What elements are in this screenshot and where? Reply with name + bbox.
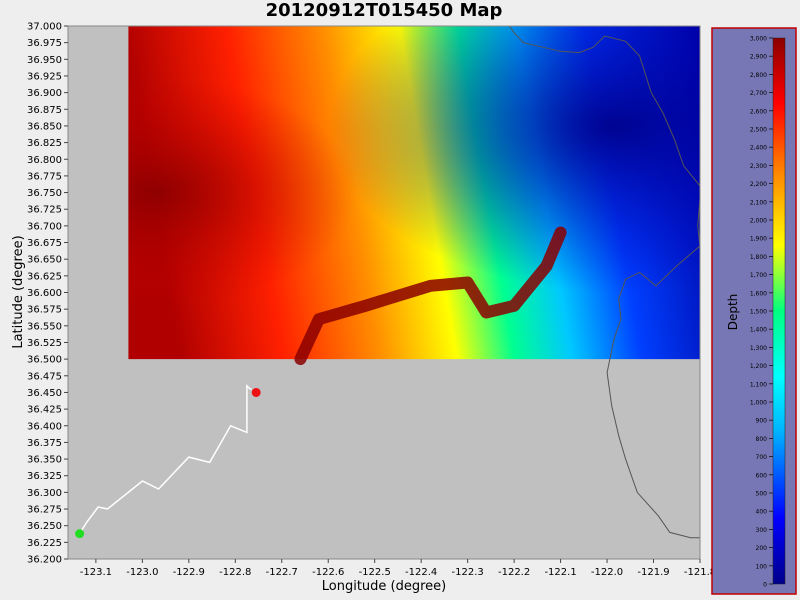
colorbar-tick-label: 3,000 — [750, 36, 767, 43]
x-tick-label: -122.9 — [173, 567, 205, 578]
x-tick-label: -122.4 — [405, 567, 437, 578]
colorbar-tick-label: 1,100 — [750, 381, 767, 388]
y-tick-label: 36.450 — [27, 388, 62, 399]
bathymetry-layer — [128, 26, 701, 366]
colorbar-tick-label: 1,300 — [750, 345, 767, 352]
y-axis: 36.200 36.225 36.250 36.275 36.300 36.325 36.3… — [27, 22, 68, 566]
x-tick-label: -122.0 — [591, 567, 623, 578]
colorbar-tick-label: 1,200 — [750, 363, 767, 370]
y-tick-label: 37.000 — [27, 22, 62, 33]
y-tick-label: 36.600 — [27, 288, 62, 299]
colorbar-tick-label: 1,900 — [750, 236, 767, 243]
coastline-south — [606, 199, 701, 539]
coastline-north — [509, 25, 701, 187]
colorbar-tick-label: 2,600 — [750, 108, 767, 115]
y-tick-label: 36.925 — [27, 71, 62, 82]
y-tick-label: 36.575 — [27, 305, 62, 316]
y-tick-label: 36.375 — [27, 438, 62, 449]
colorbar-ticks: 0 100 200 300 400 500 600 700 800 900 1,000 1,100 1,… — [750, 36, 773, 589]
colorbar-tick-label: 800 — [756, 436, 768, 443]
chart-title: 20120912T015450 Map — [265, 0, 503, 21]
y-tick-label: 36.325 — [27, 471, 62, 482]
x-tick-label: -121.8 — [684, 567, 716, 578]
y-tick-label: 36.300 — [27, 488, 62, 499]
colorbar-tick-label: 900 — [756, 418, 768, 425]
track-start-marker — [75, 529, 85, 539]
x-tick-label: -122.2 — [498, 567, 530, 578]
x-tick-label: -122.7 — [266, 567, 298, 578]
colorbar-tick-label: 400 — [756, 509, 768, 516]
colorbar-tick-label: 2,800 — [750, 72, 767, 79]
y-tick-label: 36.475 — [27, 371, 62, 382]
x-tick-label: -122.3 — [452, 567, 484, 578]
x-axis: -123.1 -123.0 -122.9 -122.8 -122.7 -122.6 -122… — [80, 559, 716, 578]
y-tick-label: 36.975 — [27, 38, 62, 49]
x-tick-label: -122.6 — [312, 567, 344, 578]
colorbar-tick-label: 2,400 — [750, 145, 767, 152]
colorbar-tick-label: 2,900 — [750, 54, 767, 61]
colorbar-tick-label: 2,300 — [750, 163, 767, 170]
x-axis-label: Longitude (degree) — [322, 579, 447, 594]
y-tick-label: 36.700 — [27, 221, 62, 232]
colorbar-tick-label: 2,200 — [750, 181, 767, 188]
track-layer — [75, 383, 261, 539]
colorbar-tick-label: 2,000 — [750, 218, 767, 225]
canyon-channel — [294, 226, 567, 366]
y-tick-label: 36.625 — [27, 271, 62, 282]
colorbar-tick-label: 2,700 — [750, 90, 767, 97]
colorbar-tick-label: 500 — [756, 491, 768, 498]
y-tick-label: 36.225 — [27, 538, 62, 549]
y-tick-label: 36.725 — [27, 205, 62, 216]
y-tick-label: 36.825 — [27, 138, 62, 149]
colorbar-tick-label: 1,500 — [750, 309, 767, 316]
y-tick-label: 36.650 — [27, 255, 62, 266]
colorbar-tick-label: 1,600 — [750, 290, 767, 297]
y-tick-label: 36.950 — [27, 55, 62, 66]
y-tick-label: 36.250 — [27, 521, 62, 532]
y-tick-label: 36.525 — [27, 338, 62, 349]
colorbar-tick-label: 2,100 — [750, 199, 767, 206]
track-end-marker — [251, 387, 261, 397]
y-tick-label: 36.500 — [27, 355, 62, 366]
y-tick-label: 36.275 — [27, 505, 62, 516]
x-tick-label: -122.5 — [359, 567, 391, 578]
coastline-layer — [509, 25, 701, 539]
y-tick-label: 36.425 — [27, 405, 62, 416]
colorbar-tick-label: 300 — [756, 527, 768, 534]
colorbar-tick-label: 700 — [756, 454, 768, 461]
colorbar-tick-label: 0 — [763, 582, 767, 589]
y-tick-label: 36.350 — [27, 455, 62, 466]
y-tick-label: 36.200 — [27, 555, 62, 566]
colorbar-tick-label: 1,400 — [750, 327, 767, 334]
y-tick-label: 36.850 — [27, 121, 62, 132]
x-tick-label: -122.1 — [544, 567, 576, 578]
colorbar-tick-label: 2,500 — [750, 127, 767, 134]
y-tick-label: 36.800 — [27, 155, 62, 166]
y-tick-label: 36.900 — [27, 88, 62, 99]
colorbar-tick-label: 100 — [756, 563, 768, 570]
y-axis-label: Latitude (degree) — [11, 235, 26, 348]
y-tick-label: 36.400 — [27, 421, 62, 432]
colorbar-gradient — [772, 37, 786, 585]
x-tick-label: -121.9 — [637, 567, 669, 578]
vehicle-track — [78, 383, 252, 535]
colorbar-tick-label: 200 — [756, 545, 768, 552]
colorbar-tick-label: 1,800 — [750, 254, 767, 261]
x-tick-label: -122.8 — [219, 567, 251, 578]
colorbar-tick-label: 1,700 — [750, 272, 767, 279]
y-tick-label: 36.875 — [27, 105, 62, 116]
colorbar-tick-label: 600 — [756, 472, 768, 479]
y-tick-label: 36.550 — [27, 321, 62, 332]
x-tick-label: -123.0 — [126, 567, 158, 578]
y-tick-label: 36.750 — [27, 188, 62, 199]
x-tick-label: -123.1 — [80, 567, 112, 578]
colorbar-tick-label: 1,000 — [750, 400, 767, 407]
colorbar-label: Depth — [726, 294, 740, 331]
y-tick-label: 36.675 — [27, 238, 62, 249]
bathymetry-deep-blue-zone — [128, 26, 701, 360]
y-tick-label: 36.775 — [27, 171, 62, 182]
